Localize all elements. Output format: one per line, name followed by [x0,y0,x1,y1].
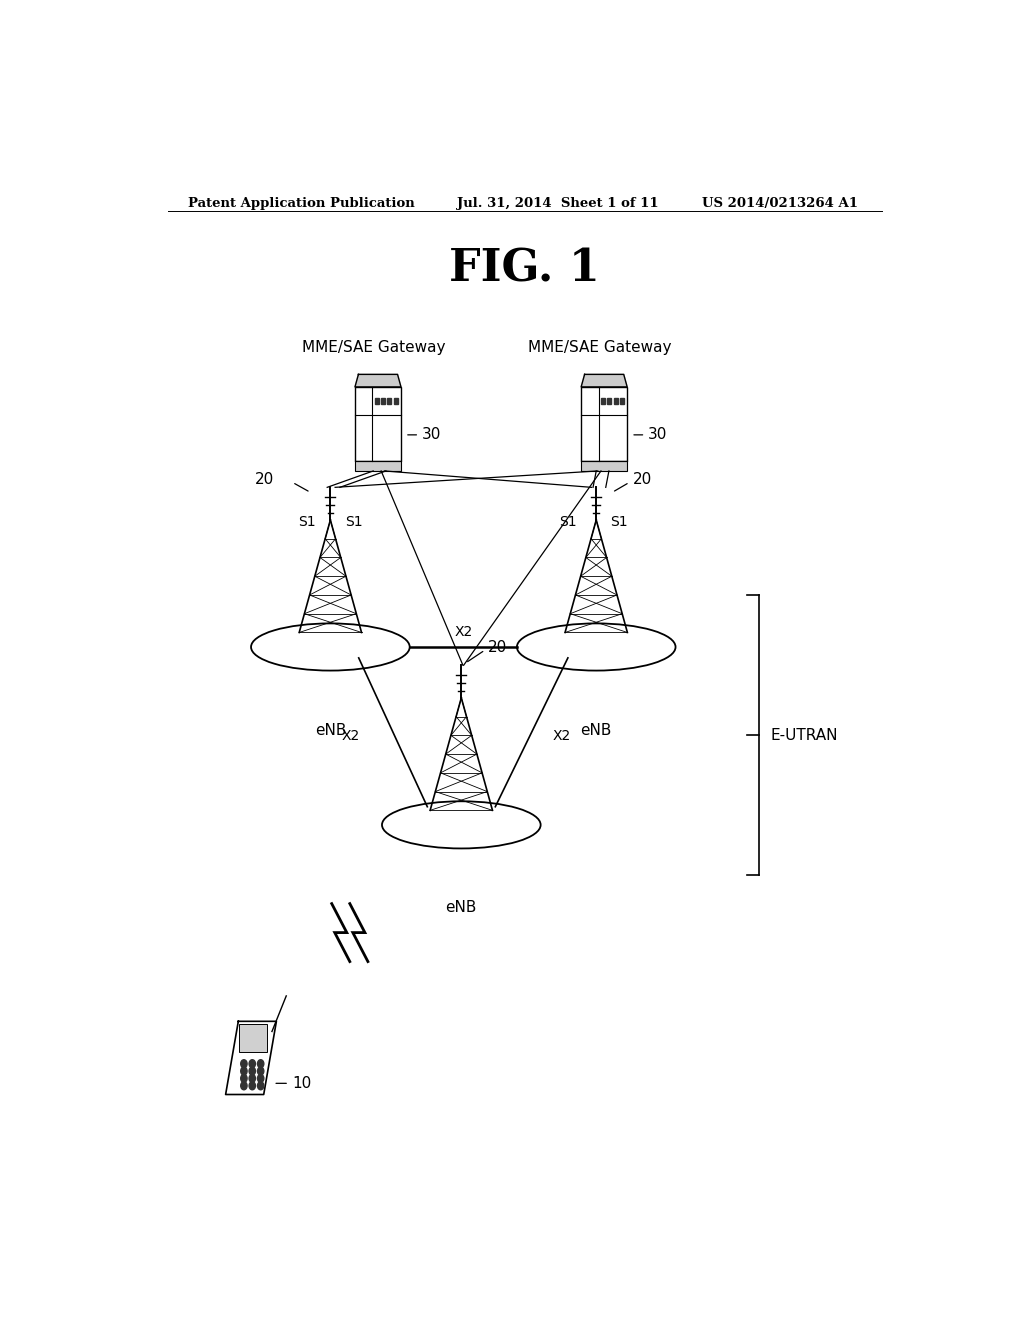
Circle shape [241,1067,247,1076]
Bar [355,461,401,471]
Text: 20: 20 [488,640,508,656]
Text: MME/SAE Gateway: MME/SAE Gateway [302,339,445,355]
Text: X2: X2 [553,729,570,743]
Text: S1: S1 [298,515,316,529]
Bar [393,399,397,404]
Text: E-UTRAN: E-UTRAN [771,727,839,743]
Bar [620,399,624,404]
Bar [381,399,385,404]
Text: Patent Application Publication: Patent Application Publication [187,197,415,210]
Circle shape [249,1074,255,1082]
Text: eNB: eNB [581,722,612,738]
Polygon shape [582,375,627,387]
Bar [582,387,627,461]
Ellipse shape [251,623,410,671]
Circle shape [249,1067,255,1076]
Text: eNB: eNB [314,722,346,738]
Circle shape [241,1060,247,1068]
Bar [375,399,379,404]
Circle shape [257,1081,264,1090]
Text: 20: 20 [255,471,274,487]
Bar [582,461,627,471]
Bar [613,399,617,404]
Circle shape [249,1081,255,1090]
Bar [607,399,611,404]
Circle shape [241,1074,247,1082]
Text: MME/SAE Gateway: MME/SAE Gateway [528,339,672,355]
Text: 10: 10 [292,1076,311,1090]
Polygon shape [355,375,401,387]
Text: X2: X2 [342,729,360,743]
Text: S1: S1 [345,515,362,529]
Text: S1: S1 [559,515,577,529]
Circle shape [257,1060,264,1068]
Text: 30: 30 [422,428,441,442]
Circle shape [257,1067,264,1076]
Polygon shape [225,1022,276,1094]
Text: US 2014/0213264 A1: US 2014/0213264 A1 [702,197,858,210]
Circle shape [241,1081,247,1090]
Text: X2: X2 [455,624,472,639]
Text: eNB: eNB [445,900,477,915]
Text: Jul. 31, 2014  Sheet 1 of 11: Jul. 31, 2014 Sheet 1 of 11 [458,197,659,210]
Text: FIG. 1: FIG. 1 [450,248,600,290]
Text: 20: 20 [633,471,652,487]
Text: 30: 30 [648,428,668,442]
Ellipse shape [382,801,541,849]
Circle shape [257,1074,264,1082]
Text: S1: S1 [610,515,628,529]
Circle shape [249,1060,255,1068]
Bar [601,399,605,404]
Bar [355,387,401,461]
Bar [387,399,391,404]
Bar [239,1024,267,1052]
Ellipse shape [517,623,676,671]
